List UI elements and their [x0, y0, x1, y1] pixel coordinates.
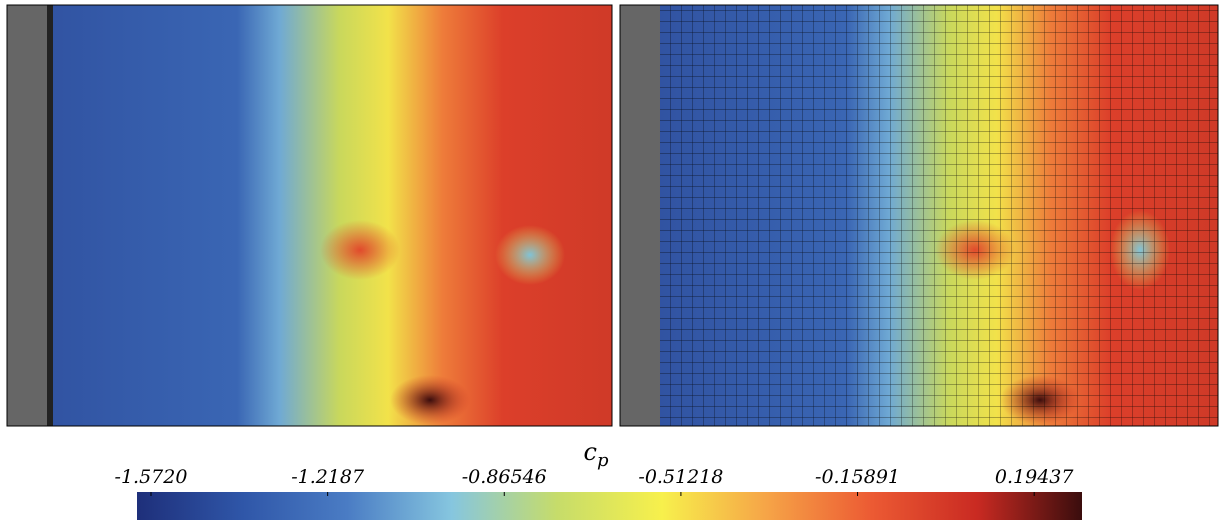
colorbar-tick-label: -0.86546: [462, 466, 547, 488]
colorbar-tick-label: -1.2187: [291, 466, 365, 488]
colorbar-tick-label: -0.15891: [815, 466, 900, 488]
colorbar-tick-label: -1.5720: [115, 466, 188, 488]
right-panel: [620, 5, 1218, 426]
colorbar-label: cp: [584, 438, 609, 472]
left-panel: [7, 5, 612, 426]
colorbar-tick-label: -0.51218: [638, 466, 723, 488]
label-subscript: p: [597, 450, 609, 471]
colorbar: [137, 492, 1082, 520]
colorbar-tick-label: 0.19437: [995, 466, 1074, 488]
label-symbol: c: [584, 438, 597, 466]
figure: cp -1.5720 -1.2187 -0.86546 -0.51218 -0.1589…: [0, 0, 1224, 520]
